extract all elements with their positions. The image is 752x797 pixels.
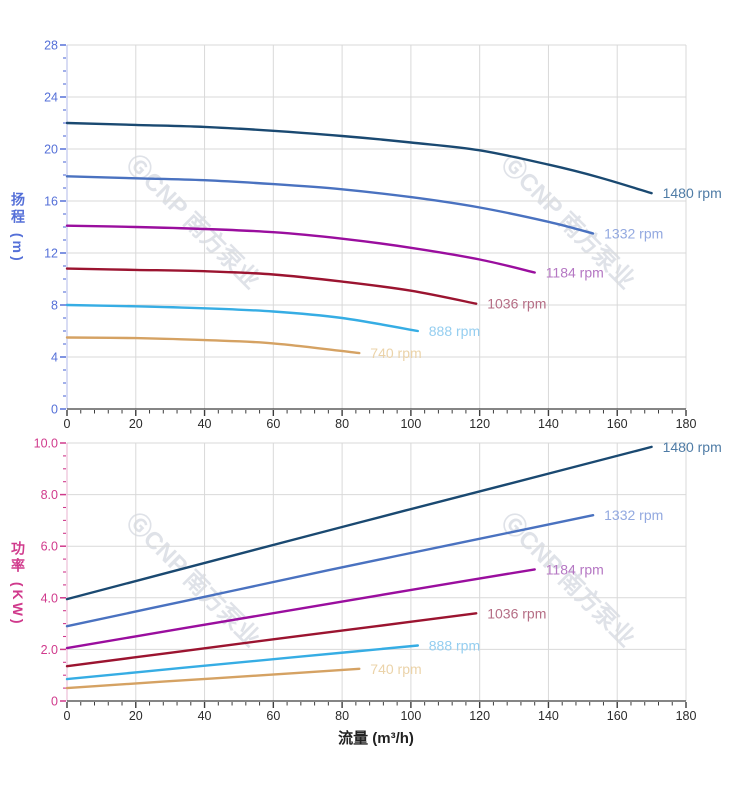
curve-label-740-rpm: 740 rpm xyxy=(370,661,421,677)
curve-label-740-rpm: 740 rpm xyxy=(370,345,421,361)
curve-1184-rpm xyxy=(65,224,536,274)
y-tick-label: 28 xyxy=(44,39,58,53)
flow-x-axis-title: 流量 (m³/h) xyxy=(338,730,414,747)
power-y-axis-title: 功率 (KW) xyxy=(10,541,26,627)
x-tick-label: 60 xyxy=(266,709,280,723)
y-tick-label: 4.0 xyxy=(41,591,58,605)
curve-1184-rpm xyxy=(65,568,536,650)
x-tick-label: 120 xyxy=(469,417,490,431)
y-tick-label: 16 xyxy=(44,195,58,209)
x-tick-label: 0 xyxy=(64,417,71,431)
curve-label-1036-rpm: 1036 rpm xyxy=(487,296,546,312)
y-tick-label: 10.0 xyxy=(34,437,58,451)
x-tick-label: 100 xyxy=(400,709,421,723)
y-tick-label: 2.0 xyxy=(41,643,58,657)
x-tick-label: 60 xyxy=(266,417,280,431)
x-tick-label: 120 xyxy=(469,709,490,723)
curve-1480-rpm xyxy=(65,121,653,195)
y-tick-label: 4 xyxy=(51,351,58,365)
watermark-text: ⒼCNP 南方泵业 xyxy=(496,507,641,652)
y-tick-label: 6.0 xyxy=(41,540,58,554)
x-tick-label: 40 xyxy=(198,709,212,723)
curve-1332-rpm xyxy=(65,514,595,628)
curve-740-rpm xyxy=(65,667,361,690)
curve-740-rpm xyxy=(65,336,361,355)
x-tick-label: 160 xyxy=(607,709,628,723)
curve-888-rpm xyxy=(65,644,419,681)
x-tick-label: 140 xyxy=(538,417,559,431)
x-tick-label: 180 xyxy=(676,709,697,723)
x-tick-label: 160 xyxy=(607,417,628,431)
y-tick-label: 0 xyxy=(51,403,58,417)
y-tick-label: 8.0 xyxy=(41,488,58,502)
grid-lines xyxy=(67,44,687,409)
x-tick-label: 140 xyxy=(538,709,559,723)
curve-label-1184-rpm: 1184 rpm xyxy=(546,265,604,281)
curve-label-888-rpm: 888 rpm xyxy=(429,638,480,654)
x-tick-label: 100 xyxy=(400,417,421,431)
curve-label-1480-rpm: 1480 rpm xyxy=(663,185,722,201)
curve-label-1036-rpm: 1036 rpm xyxy=(487,605,546,621)
y-tick-label: 12 xyxy=(44,247,58,261)
curve-1480-rpm xyxy=(65,445,653,601)
curve-1332-rpm xyxy=(65,175,595,235)
y-tick-label: 0 xyxy=(51,695,58,709)
x-tick-label: 0 xyxy=(64,709,71,723)
curve-1036-rpm xyxy=(65,267,478,305)
head-y-axis-title: 扬程 (m) xyxy=(10,192,26,264)
curve-888-rpm xyxy=(65,303,419,333)
curve-label-1332-rpm: 1332 rpm xyxy=(604,507,663,523)
x-tick-label: 20 xyxy=(129,417,143,431)
y-tick-label: 20 xyxy=(44,143,58,157)
y-tick-label: 8 xyxy=(51,299,58,313)
curve-label-888-rpm: 888 rpm xyxy=(429,323,480,339)
x-tick-label: 80 xyxy=(335,417,349,431)
x-tick-label: 20 xyxy=(129,709,143,723)
curve-label-1480-rpm: 1480 rpm xyxy=(663,439,722,455)
curve-label-1184-rpm: 1184 rpm xyxy=(546,561,604,577)
curve-label-1332-rpm: 1332 rpm xyxy=(604,226,663,242)
x-tick-label: 80 xyxy=(335,709,349,723)
y-tick-label: 24 xyxy=(44,91,58,105)
curve-1036-rpm xyxy=(65,612,478,668)
x-tick-label: 180 xyxy=(676,417,697,431)
x-tick-label: 40 xyxy=(198,417,212,431)
